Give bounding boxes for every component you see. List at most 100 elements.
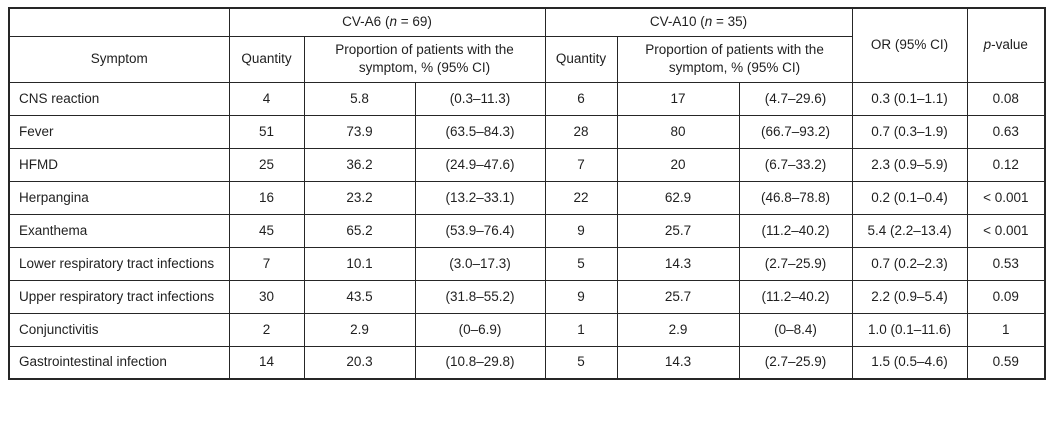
- cva10-ci-cell: (46.8–78.8): [738, 180, 853, 215]
- table-header: CV-A6 (n = 69) CV-A10 (n = 35) OR (95% C…: [8, 7, 1046, 83]
- cva10-ci-cell: (0–8.4): [738, 312, 853, 347]
- cva10-label-prefix: CV-A10 (: [649, 14, 705, 30]
- cva10-percent-cell: 2.9: [616, 312, 740, 347]
- cva6-quantity-cell: 4: [228, 81, 305, 116]
- table-row: Lower respiratory tract infections 7 10.1(…: [8, 246, 1046, 281]
- cva6-quantity-cell: 14: [228, 345, 305, 380]
- cva10-percent-cell: 80: [616, 114, 740, 149]
- p-value-cell: < 0.001: [966, 213, 1046, 248]
- p-variable: p: [983, 37, 992, 53]
- group-header-row: CV-A6 (n = 69) CV-A10 (n = 35) OR (95% C…: [8, 7, 1046, 83]
- cva6-quantity-header: Quantity: [228, 35, 305, 83]
- cva6-quantity-cell: 16: [228, 180, 305, 215]
- cva6-percent-cell: 2.9: [303, 312, 416, 347]
- p-value-cell: 0.12: [966, 147, 1046, 182]
- cva6-label-suffix: = 69): [396, 14, 432, 30]
- cva6-proportion-header: Proportion of patients with the symptom,…: [303, 35, 546, 83]
- cva6-ci-cell: (13.2–33.1): [414, 180, 546, 215]
- table-row: Upper respiratory tract infections 30 43.5…: [8, 279, 1046, 314]
- cva10-quantity-cell: 1: [544, 312, 618, 347]
- cva6-percent-cell: 20.3: [303, 345, 416, 380]
- p-value-cell: 1: [966, 312, 1046, 347]
- group-header-cva6: CV-A6 (n = 69): [228, 7, 546, 37]
- cva6-ci-cell: (3.0–17.3): [414, 246, 546, 281]
- table-row: Herpangina 16 23.2 (13.2–33.1) 22 62.9 (46.8–7…: [8, 180, 1046, 215]
- cva6-quantity-cell: 51: [228, 114, 305, 149]
- cva10-ci-cell: (11.2–40.2): [738, 213, 853, 248]
- cva6-n-variable: n: [389, 14, 397, 30]
- cva10-quantity-cell: 6: [544, 81, 618, 116]
- cva6-ci-cell: (0–6.9): [414, 312, 546, 347]
- corner-cell: [8, 7, 230, 37]
- cva10-ci-cell: (4.7–29.6): [738, 81, 853, 116]
- cva6-percent-cell: 5.8: [303, 81, 416, 116]
- cva6-percent-cell: 73.9: [303, 114, 416, 149]
- or-cell: 0.7 (0.2–2.3): [851, 246, 968, 281]
- cva10-label-suffix: = 35): [712, 14, 748, 30]
- cva6-percent-cell: 10.1: [303, 246, 416, 281]
- cva10-percent-cell: 14.3: [616, 246, 740, 281]
- p-value-cell: 0.09: [966, 279, 1046, 314]
- cva6-quantity-cell: 25: [228, 147, 305, 182]
- cva10-percent-cell: 62.9: [616, 180, 740, 215]
- cva6-quantity-cell: 30: [228, 279, 305, 314]
- cva6-ci-cell: (24.9–47.6): [414, 147, 546, 182]
- cva10-quantity-cell: 22: [544, 180, 618, 215]
- table-row: HFMD 25 36.2 (24.9–47.6) 7 20 (6.7–33.2) 2.3 (0…: [8, 147, 1046, 182]
- cva10-quantity-cell: 28: [544, 114, 618, 149]
- symptom-cell: Herpangina: [8, 180, 230, 215]
- or-cell: 5.4 (2.2–13.4): [851, 213, 968, 248]
- symptom-cell: HFMD: [8, 147, 230, 182]
- or-cell: 2.3 (0.9–5.9): [851, 147, 968, 182]
- cva10-percent-cell: 14.3: [616, 345, 740, 380]
- or-cell: 1.0 (0.1–11.6): [851, 312, 968, 347]
- cva6-ci-cell: (0.3–11.3): [414, 81, 546, 116]
- p-value-column-header: p-value: [966, 7, 1046, 83]
- p-value-cell: 0.08: [966, 81, 1046, 116]
- symptom-column-header: Symptom: [8, 35, 230, 83]
- cva6-percent-cell: 23.2: [303, 180, 416, 215]
- symptom-cell: Lower respiratory tract infections: [8, 246, 230, 281]
- cva10-percent-cell: 17: [616, 81, 740, 116]
- group-header-cva10: CV-A10 (n = 35): [544, 7, 853, 37]
- table-row: CNS reaction 4 5.8 (0.3–11.3) 6 17 (4.7–29.6) 0…: [8, 81, 1046, 116]
- symptom-comparison-table: CV-A6 (n = 69) CV-A10 (n = 35) OR (95% C…: [8, 7, 1047, 380]
- table-row: Fever 51 73.9 (63.5–84.3) 28 80 (66.7–93.2) 0.7…: [8, 114, 1046, 149]
- cva10-percent-cell: 20: [616, 147, 740, 182]
- cva10-proportion-header: Proportion of patients with the symptom,…: [616, 35, 853, 83]
- cva10-percent-cell: 25.7: [616, 213, 740, 248]
- or-cell: 0.3 (0.1–1.1): [851, 81, 968, 116]
- table-body: CNS reaction 4 5.8 (0.3–11.3) 6 17 (4.7–29.6) 0…: [8, 81, 1046, 380]
- cva10-ci-cell: (6.7–33.2): [738, 147, 853, 182]
- or-column-header: OR (95% CI): [851, 7, 968, 83]
- cva6-label-prefix: CV-A6 (: [342, 14, 390, 30]
- cva6-percent-cell: 65.2: [303, 213, 416, 248]
- cva6-ci-cell: (63.5–84.3): [414, 114, 546, 149]
- cva10-percent-cell: 25.7: [616, 279, 740, 314]
- cva6-ci-cell: (31.8–55.2): [414, 279, 546, 314]
- table-row: Conjunctivitis 2 2.9 (0–6.9) 1 2.9 (0–8.4) 1.0 …: [8, 312, 1046, 347]
- or-cell: 0.7 (0.3–1.9): [851, 114, 968, 149]
- cva10-ci-cell: (2.7–25.9): [738, 345, 853, 380]
- cva10-quantity-cell: 7: [544, 147, 618, 182]
- p-value-cell: 0.59: [966, 345, 1046, 380]
- table-row: Gastrointestinal infection 14 20.3 (10.8–29…: [8, 345, 1046, 380]
- cva6-ci-cell: (10.8–29.8): [414, 345, 546, 380]
- cva10-quantity-cell: 9: [544, 279, 618, 314]
- cva10-quantity-cell: 9: [544, 213, 618, 248]
- or-cell: 2.2 (0.9–5.4): [851, 279, 968, 314]
- cva10-quantity-cell: 5: [544, 246, 618, 281]
- cva6-ci-cell: (53.9–76.4): [414, 213, 546, 248]
- symptom-cell: Conjunctivitis: [8, 312, 230, 347]
- cva10-ci-cell: (2.7–25.9): [738, 246, 853, 281]
- p-value-cell: 0.53: [966, 246, 1046, 281]
- page-container: CV-A6 (n = 69) CV-A10 (n = 35) OR (95% C…: [8, 7, 1047, 380]
- cva6-quantity-cell: 7: [228, 246, 305, 281]
- or-cell: 1.5 (0.5–4.6): [851, 345, 968, 380]
- symptom-cell: Fever: [8, 114, 230, 149]
- symptom-cell: Upper respiratory tract infections: [8, 279, 230, 314]
- p-value-cell: 0.63: [966, 114, 1046, 149]
- cva10-ci-cell: (66.7–93.2): [738, 114, 853, 149]
- cva6-quantity-cell: 45: [228, 213, 305, 248]
- sub-header-row: Symptom Quantity Proportion of patients …: [8, 35, 1045, 83]
